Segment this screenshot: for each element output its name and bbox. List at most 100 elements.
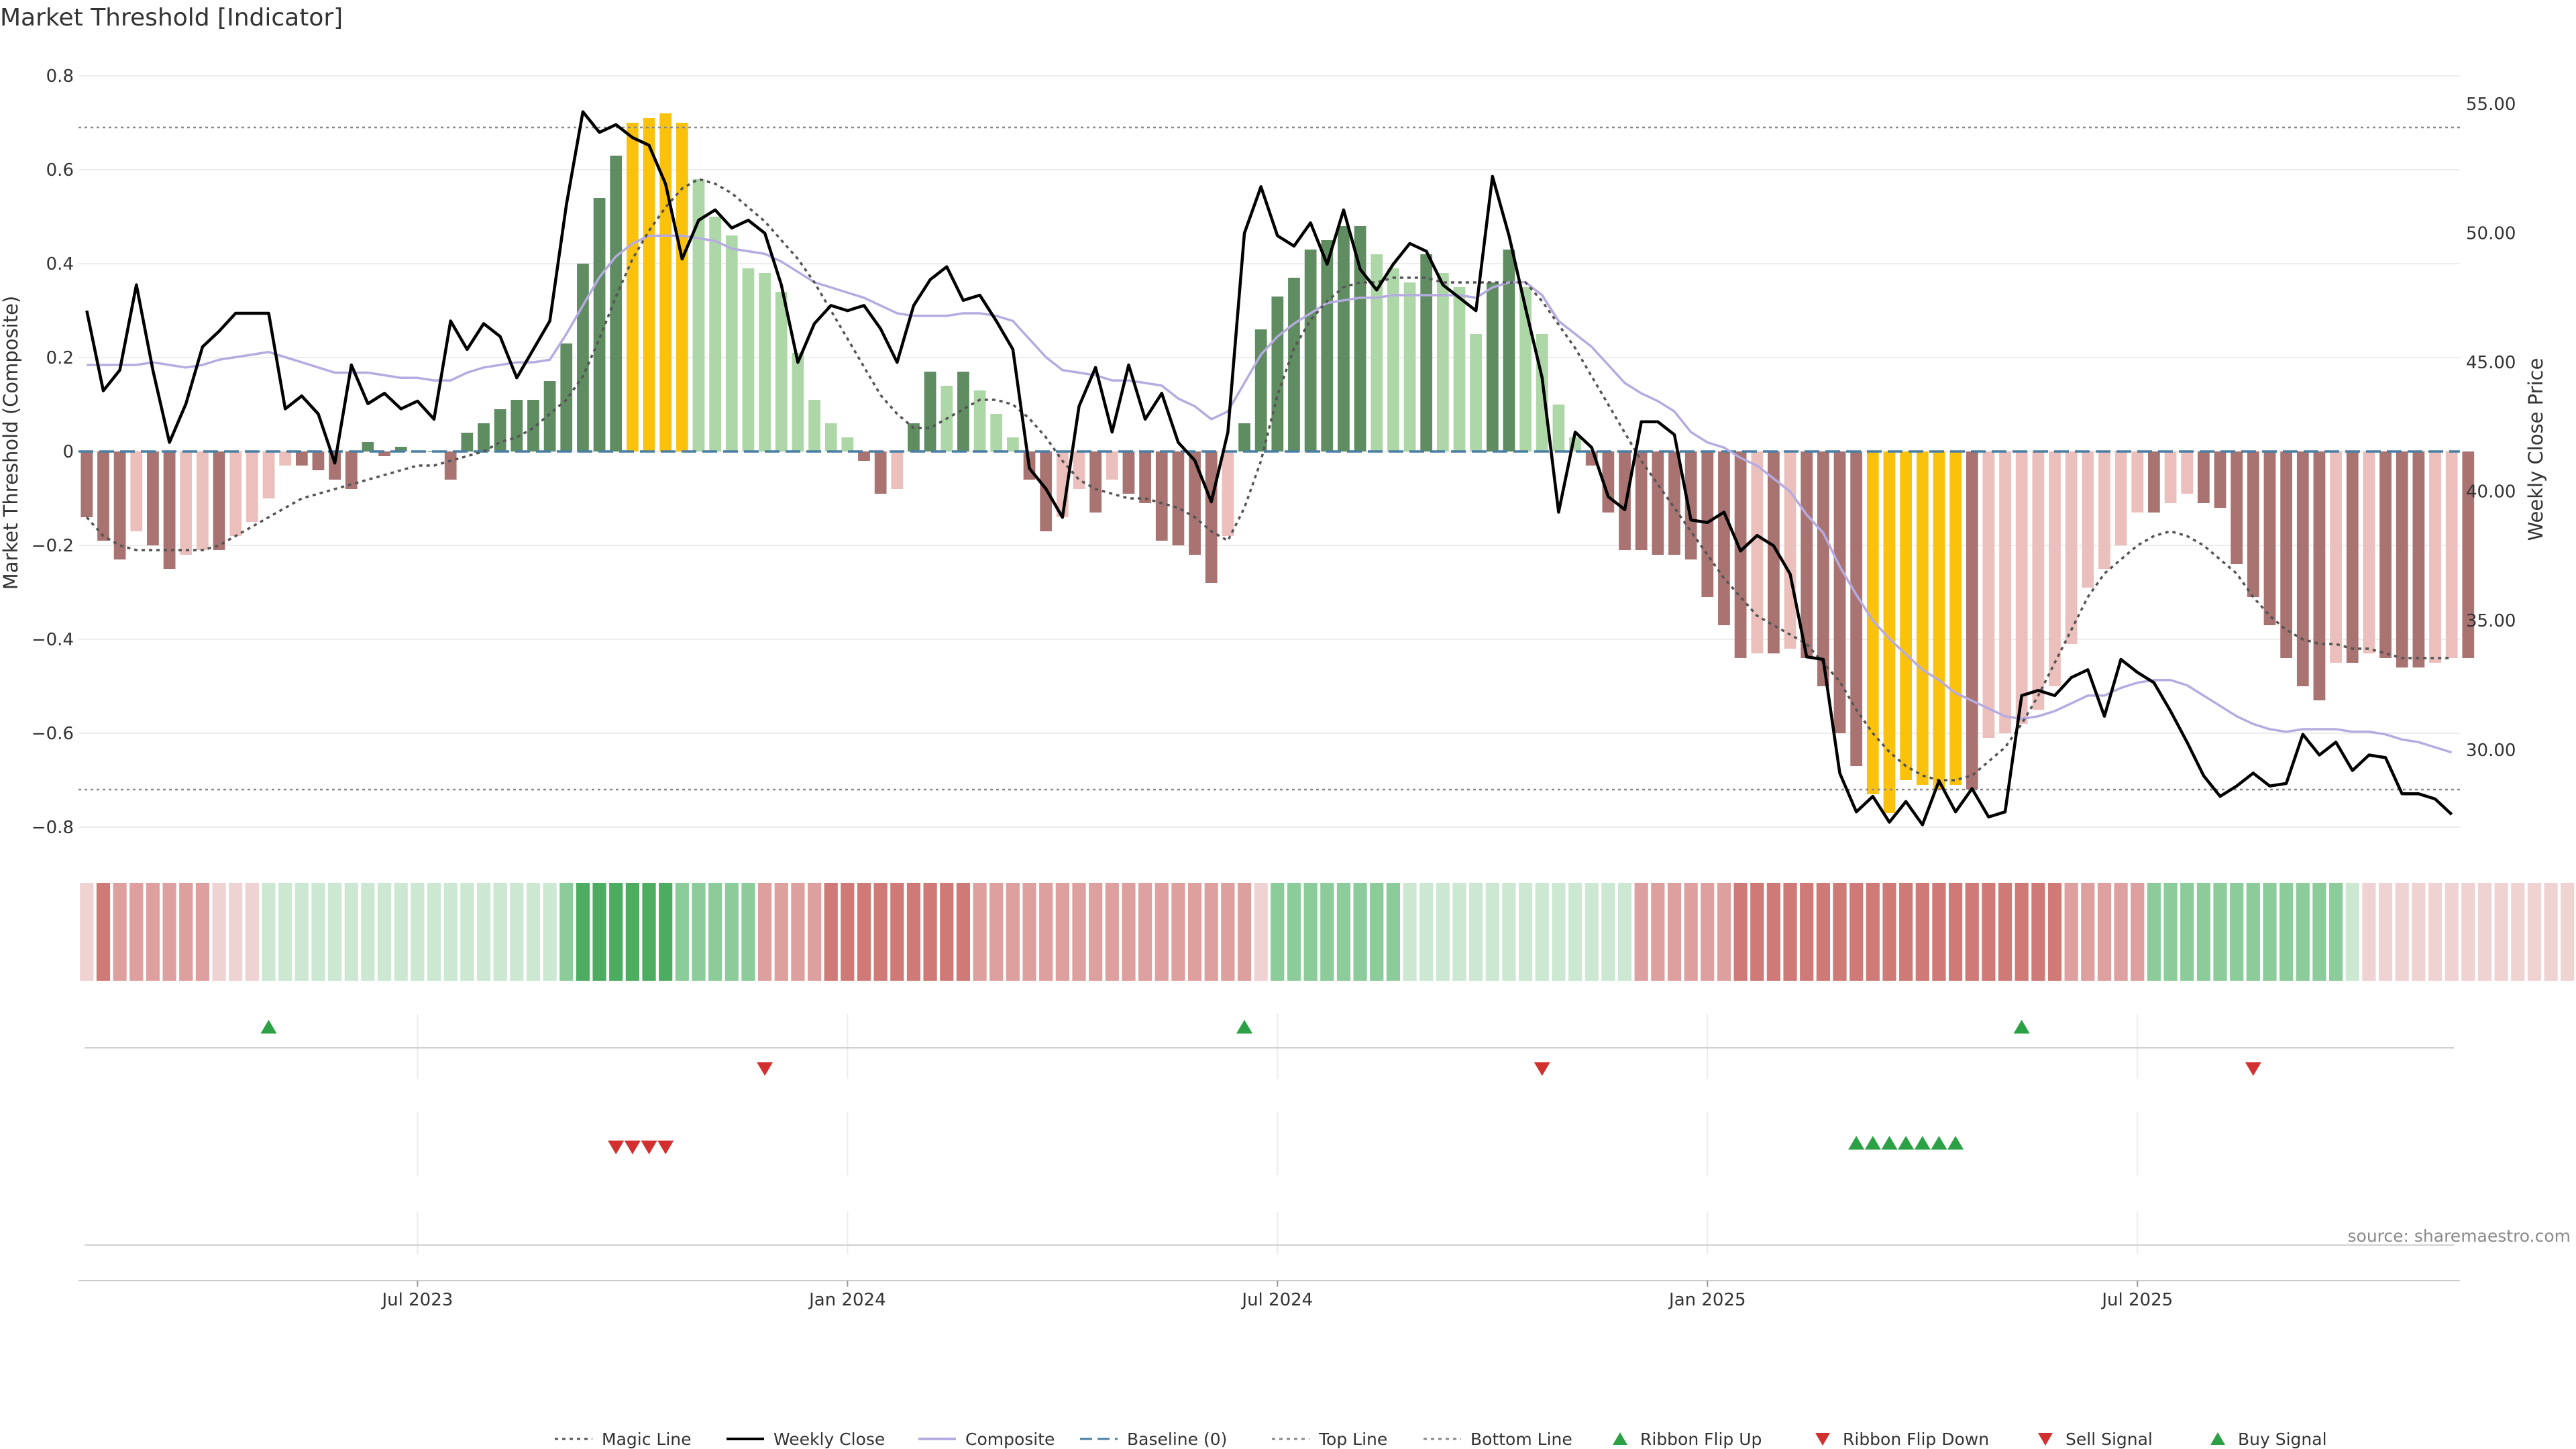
ribbon-cell bbox=[2527, 883, 2542, 981]
ribbon-cell bbox=[873, 883, 888, 981]
ribbon-cell bbox=[1303, 883, 1318, 981]
ribbon-cell bbox=[1138, 883, 1152, 981]
ribbon-cell bbox=[2345, 883, 2359, 981]
ribbon-cell bbox=[1800, 883, 1814, 981]
ribbon-cell bbox=[1833, 883, 1847, 981]
ribbon-cell bbox=[2180, 883, 2194, 981]
composite-bar bbox=[2015, 451, 2028, 724]
composite-bar bbox=[2114, 451, 2127, 545]
ribbon-cell bbox=[1072, 883, 1086, 981]
ribbon-cell bbox=[526, 883, 541, 981]
ribbon-cell bbox=[80, 883, 94, 981]
composite-bar bbox=[824, 423, 837, 451]
ribbon-cell bbox=[1899, 883, 1913, 981]
ribbon-cell bbox=[1055, 883, 1069, 981]
ribbon-cell bbox=[411, 883, 425, 981]
ribbon-cell bbox=[1783, 883, 1797, 981]
ribbon-cell bbox=[1336, 883, 1351, 981]
composite-bar bbox=[1420, 254, 1433, 451]
ribbon-cell bbox=[2163, 883, 2178, 981]
ribbon-cell bbox=[1204, 883, 1218, 981]
ribbon-cell bbox=[2015, 883, 2029, 981]
legend-item: Ribbon Flip Down bbox=[1815, 1430, 1989, 1449]
ribbon-cell bbox=[708, 883, 722, 981]
y-left-tick-label: −0.6 bbox=[32, 724, 74, 744]
composite-bar bbox=[394, 447, 407, 451]
ribbon-cell bbox=[1089, 883, 1103, 981]
ribbon-cell bbox=[1237, 883, 1252, 981]
legend-item: Top Line bbox=[1272, 1430, 1387, 1449]
ribbon-cell bbox=[476, 883, 491, 981]
y-left-tick-label: 0.2 bbox=[46, 348, 74, 368]
ribbon-cell bbox=[1568, 883, 1582, 981]
composite-bar bbox=[1768, 451, 1780, 653]
legend-marker bbox=[2038, 1433, 2053, 1446]
composite-bar bbox=[2330, 451, 2342, 663]
ribbon-cell bbox=[1039, 883, 1053, 981]
ribbon-flip-down-marker bbox=[757, 1062, 773, 1076]
composite-bar bbox=[2280, 451, 2293, 658]
ribbon-cell bbox=[146, 883, 160, 981]
composite-bar bbox=[1883, 451, 1896, 813]
ribbon-cell bbox=[2544, 883, 2558, 981]
composite-bar bbox=[147, 451, 159, 545]
composite-bar bbox=[1007, 437, 1019, 451]
composite-bar bbox=[577, 264, 589, 451]
composite-bar bbox=[163, 451, 176, 569]
ribbon-cell bbox=[493, 883, 507, 981]
ribbon-cell bbox=[2511, 883, 2525, 981]
ribbon-cell bbox=[1617, 883, 1632, 981]
buy-signal-marker bbox=[1931, 1136, 1947, 1150]
composite-bar bbox=[692, 179, 705, 451]
ribbon-cell bbox=[311, 883, 325, 981]
ribbon-cell bbox=[2230, 883, 2244, 981]
legend-label: Top Line bbox=[1318, 1430, 1387, 1449]
y-left-tick-label: 0 bbox=[62, 442, 74, 462]
composite-bar bbox=[478, 423, 490, 451]
ribbon-cell bbox=[2461, 883, 2475, 981]
ribbon-cell bbox=[1386, 883, 1401, 981]
legend-item: Magic Line bbox=[555, 1430, 692, 1449]
composite-bar bbox=[295, 451, 308, 466]
composite-bar bbox=[229, 451, 242, 536]
ribbon-cell bbox=[1287, 883, 1301, 981]
ribbon-cell bbox=[824, 883, 838, 981]
composite-bar bbox=[2296, 451, 2309, 686]
composite-bar bbox=[1718, 451, 1730, 625]
sell-signal-marker bbox=[641, 1140, 657, 1155]
composite-bar bbox=[2263, 451, 2276, 625]
composite-bar bbox=[742, 268, 755, 451]
ribbon-cell bbox=[179, 883, 193, 981]
composite-bar bbox=[80, 451, 93, 517]
composite-bar bbox=[2313, 451, 2326, 700]
composite-bar bbox=[2231, 451, 2243, 564]
x-tick-label: Jan 2024 bbox=[808, 1290, 886, 1310]
composite-bar bbox=[494, 409, 506, 451]
legend-label: Sell Signal bbox=[2065, 1430, 2153, 1449]
ribbon-cell bbox=[642, 883, 656, 981]
ribbon-cell bbox=[1171, 883, 1185, 981]
composite-bar bbox=[1817, 451, 1829, 686]
ribbon-cell bbox=[2131, 883, 2145, 981]
composite-bar bbox=[1668, 451, 1680, 555]
composite-bar bbox=[1619, 451, 1631, 550]
legend-label: Buy Signal bbox=[2238, 1430, 2327, 1449]
ribbon-cell bbox=[2362, 883, 2376, 981]
ribbon-cell bbox=[1717, 883, 1731, 981]
y-left-tick-label: 0.4 bbox=[46, 254, 74, 274]
composite-bar bbox=[775, 292, 788, 451]
ribbon-cell bbox=[2296, 883, 2310, 981]
ribbon-cell bbox=[328, 883, 342, 981]
ribbon-cell bbox=[2428, 883, 2443, 981]
ribbon-cell bbox=[1601, 883, 1615, 981]
composite-bar bbox=[560, 343, 573, 451]
composite-bar bbox=[1453, 287, 1466, 451]
ribbon-cell bbox=[1187, 883, 1202, 981]
ribbon-cell bbox=[2196, 883, 2210, 981]
ribbon-cell bbox=[906, 883, 921, 981]
chart-title: Market Threshold [Indicator] bbox=[0, 4, 343, 32]
composite-bar bbox=[2462, 451, 2475, 658]
composite-bar bbox=[246, 451, 258, 522]
ribbon-cell bbox=[245, 883, 259, 981]
ribbon-flip-down-marker bbox=[2245, 1062, 2261, 1076]
